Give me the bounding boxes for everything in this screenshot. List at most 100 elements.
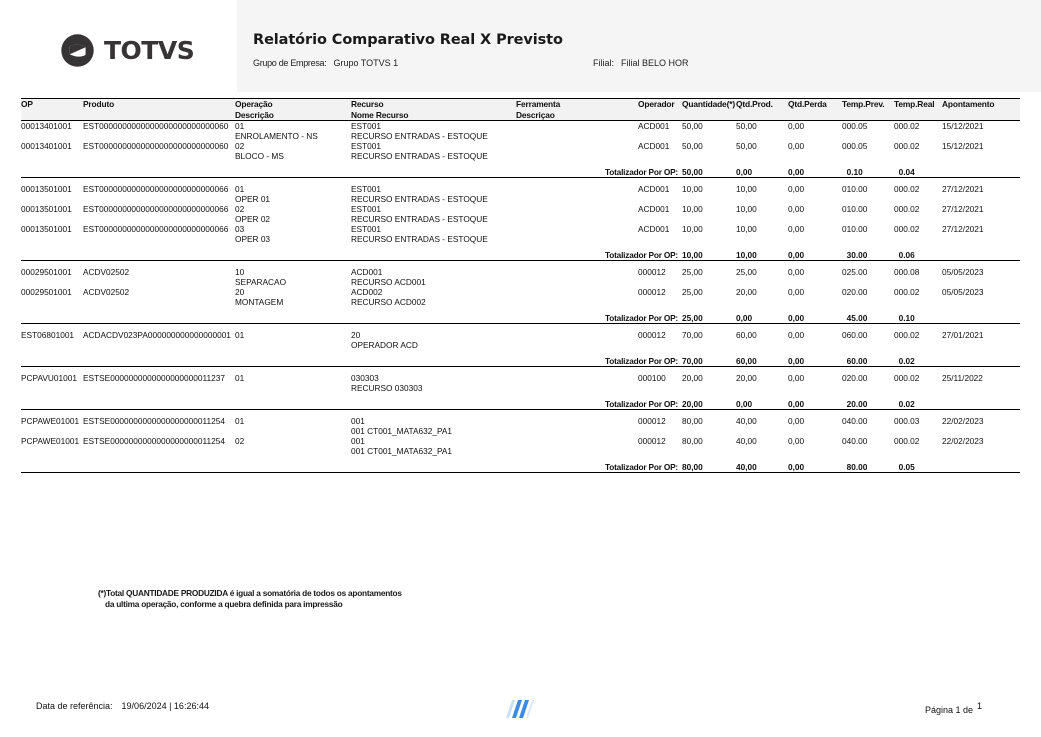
cell-op-sub	[21, 446, 83, 456]
col-temp-prev-top: Temp.Prev.	[842, 99, 885, 109]
total-qtd-perda: 0,00	[788, 167, 805, 177]
cell-operacao-desc: ENROLAMENTO - NS	[235, 131, 318, 141]
cell-operacao: 01	[235, 416, 245, 426]
col-op: OP	[21, 99, 83, 121]
cell-quantidade: 10,00	[682, 184, 703, 194]
group-total-row: Totalizador Por OP: 20,00 0,00 0,00 20.00 0…	[21, 399, 1020, 410]
table-row: PCPAWE01001 ESTSE000000000000000000001125…	[21, 416, 1020, 426]
cell-ferramenta	[516, 416, 638, 426]
company-group-value: Grupo TOTVS 1	[333, 58, 399, 68]
cell-operador: ACD001	[638, 224, 670, 234]
cell-recurso: 001	[351, 436, 365, 446]
cell-ferramenta-desc	[516, 340, 638, 350]
table-bottom-rule	[21, 472, 1020, 473]
group-separator	[21, 366, 1020, 367]
cell-produto-sub	[83, 151, 235, 161]
cell-produto-sub	[83, 340, 235, 350]
group-total-row: Totalizador Por OP: 70,00 60,00 0,00 60.00 …	[21, 356, 1020, 367]
col-operacao-bottom: Descrição	[235, 109, 274, 120]
group-total-row: Totalizador Por OP: 10,00 10,00 0,00 30.00 …	[21, 250, 1020, 261]
total-label: Totalizador Por OP:	[604, 356, 678, 366]
cell-temp-prev: 010.00	[842, 224, 868, 234]
cell-op-sub	[21, 340, 83, 350]
col-qtd-prod-top: Qtd.Prod.	[736, 99, 773, 109]
cell-op: PCPAWE01001	[21, 416, 80, 426]
total-label: Totalizador Por OP:	[604, 167, 678, 177]
total-qtd-prod: 0,00	[736, 399, 753, 409]
cell-ferramenta	[516, 330, 638, 340]
table-row: 00013401001 EST00000000000000000000000000…	[21, 121, 1020, 132]
cell-qtd-perda: 0,00	[788, 330, 805, 340]
total-qtd-prod: 40,00	[736, 462, 757, 472]
table-row: PCPAWE01001 ESTSE000000000000000000001125…	[21, 436, 1020, 446]
cell-recurso: ACD001	[351, 267, 383, 277]
table-subrow: OPERADOR ACD	[21, 340, 1020, 350]
cell-recurso-nome: RECURSO 030303	[351, 383, 423, 393]
col-operacao: Operação Descrição	[235, 99, 351, 121]
cell-produto: EST0000000000000000000000000060	[83, 141, 229, 151]
cell-produto: EST0000000000000000000000000066	[83, 184, 229, 194]
total-qtd-perda: 0,00	[788, 356, 805, 366]
cell-ferramenta	[516, 224, 638, 234]
col-apontamento-top: Apontamento	[942, 99, 995, 109]
cell-ferramenta-desc	[516, 151, 638, 161]
cell-qtd-perda: 0,00	[788, 373, 805, 383]
col-apontamento: Apontamento	[942, 99, 1020, 121]
table-subrow: RECURSO 030303	[21, 383, 1020, 393]
cell-operador: 000100	[638, 373, 666, 383]
table-row: 00013501001 EST00000000000000000000000000…	[21, 224, 1020, 234]
company-group-line: Grupo de Empresa: Grupo TOTVS 1	[253, 58, 398, 68]
cell-ferramenta-desc	[516, 383, 638, 393]
cell-temp-prev: 040.00	[842, 436, 868, 446]
cell-produto-sub	[83, 383, 235, 393]
group-separator	[21, 409, 1020, 410]
cell-temp-prev: 010.00	[842, 184, 868, 194]
col-quantidade-top: Quantidade(*)	[682, 99, 735, 109]
table-header-row: OP Produto Operação Descrição Recurso No…	[21, 98, 1020, 121]
col-qtd-perda: Qtd.Perda	[788, 99, 842, 121]
report-table: OP Produto Operação Descrição Recurso No…	[21, 98, 1020, 473]
cell-operacao-desc	[235, 383, 351, 393]
total-qtd-perda: 0,00	[788, 250, 805, 260]
cell-produto: ESTSE0000000000000000000011254	[83, 416, 225, 426]
cell-temp-real: 000.02	[894, 141, 920, 151]
cell-ferramenta	[516, 184, 638, 194]
total-temp-prev: 60.00	[842, 356, 868, 366]
cell-apontamento: 27/12/2021	[942, 204, 984, 214]
col-ferramenta: Ferramenta Descriçao	[516, 99, 638, 121]
cell-operador: 000012	[638, 287, 666, 297]
cell-recurso-nome: RECURSO ACD001	[351, 277, 426, 287]
cell-temp-prev: 000.05	[842, 121, 868, 131]
cell-op: 00013501001	[21, 224, 72, 234]
total-qtd-prod: 60,00	[736, 356, 757, 366]
cell-operador: ACD001	[638, 184, 670, 194]
company-group-label: Grupo de Empresa:	[253, 58, 327, 68]
total-label: Totalizador Por OP:	[604, 462, 678, 472]
cell-temp-prev: 000.05	[842, 141, 868, 151]
group-separator	[21, 260, 1020, 261]
total-temp-prev: 30.00	[842, 250, 868, 260]
cell-temp-real: 000.02	[894, 436, 920, 446]
page-indicator: Página 1 de 1	[925, 701, 982, 715]
table-subrow: 001 CT001_MATA632_PA1	[21, 446, 1020, 456]
cell-quantidade: 25,00	[682, 287, 703, 297]
cell-recurso-nome: RECURSO ENTRADAS - ESTOQUE	[351, 151, 488, 161]
total-quantidade: 25,00	[682, 313, 703, 323]
cell-op-sub	[21, 426, 83, 436]
cell-op: 00029501001	[21, 267, 72, 277]
cell-operacao: 01	[235, 184, 245, 194]
footnote-line-2: da ultima operação, conforme a quebra de…	[105, 599, 343, 609]
table-subrow: OPER 03 RECURSO ENTRADAS - ESTOQUE	[21, 234, 1020, 244]
cell-operacao-desc: OPER 03	[235, 234, 271, 244]
total-qtd-perda: 0,00	[788, 399, 805, 409]
cell-op-sub	[21, 383, 83, 393]
col-recurso-bottom: Nome Recurso	[351, 109, 409, 120]
cell-temp-real: 000.02	[894, 121, 920, 131]
cell-operacao-desc	[235, 340, 351, 350]
cell-op-sub	[21, 277, 83, 287]
cell-qtd-prod: 50,00	[736, 141, 757, 151]
cell-produto-sub	[83, 131, 235, 141]
cell-temp-real: 000.02	[894, 287, 920, 297]
total-temp-real: 0.06	[894, 250, 915, 260]
cell-operador: ACD001	[638, 141, 670, 151]
